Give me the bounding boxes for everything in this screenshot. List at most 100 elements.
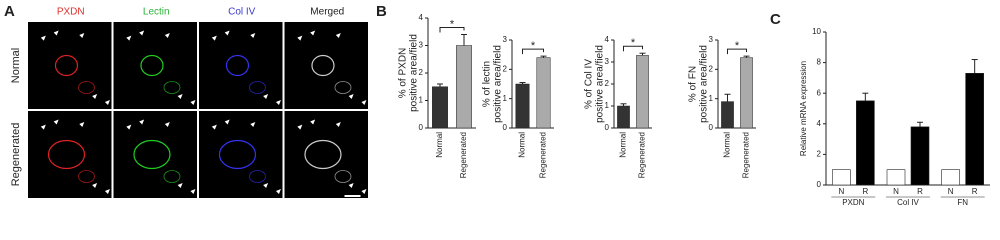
vessel <box>311 54 335 77</box>
series-label: N <box>893 187 899 196</box>
series-label: R <box>862 187 868 196</box>
column-header: Merged <box>310 7 344 18</box>
arrowhead <box>224 119 230 125</box>
vessel <box>54 54 79 77</box>
micrograph <box>28 22 112 109</box>
bar <box>910 126 930 186</box>
series-label: N <box>948 187 954 196</box>
y-axis-label: Relative mRNA expression <box>799 61 808 156</box>
vessel <box>133 139 171 170</box>
vessel <box>249 81 266 94</box>
y-tick-label: 3 <box>503 35 508 44</box>
arrowhead <box>224 30 230 36</box>
panel-label: B <box>376 3 387 20</box>
significance-marker: * <box>531 40 536 52</box>
arrowhead <box>263 93 269 99</box>
x-tick-label: Col IV <box>897 198 919 207</box>
vessel <box>163 170 181 183</box>
arrowhead <box>361 189 367 195</box>
arrowhead <box>164 33 170 39</box>
bar <box>721 101 734 129</box>
arrowhead <box>53 30 59 36</box>
bar <box>856 100 875 186</box>
arrowhead <box>92 182 98 188</box>
arrowhead <box>297 35 303 41</box>
x-tick-label: Normal <box>435 132 444 158</box>
vessel <box>334 170 352 183</box>
y-tick-label: 10 <box>812 27 821 36</box>
y-tick-label: 4 <box>605 35 610 44</box>
arrowhead <box>177 182 183 188</box>
x-tick-label: Normal <box>518 132 527 158</box>
x-tick-label: Normal <box>723 132 732 158</box>
arrowhead <box>79 122 85 128</box>
arrowhead <box>310 119 316 125</box>
y-tick-label: 3 <box>709 35 714 44</box>
vessel <box>304 139 342 170</box>
y-tick-label: 1 <box>605 101 610 110</box>
y-tick-label: 0 <box>419 123 424 132</box>
x-tick-label: FN <box>957 198 968 207</box>
arrowhead <box>139 119 145 125</box>
y-axis-label: positive area/field <box>595 45 606 123</box>
y-tick-label: 2 <box>503 64 508 73</box>
significance-marker: * <box>735 40 740 52</box>
bar <box>886 169 906 186</box>
arrowhead <box>211 124 217 130</box>
arrowhead <box>190 100 196 106</box>
x-tick-label: Regenerated <box>539 132 548 178</box>
bar <box>536 57 551 129</box>
column-header: Col IV <box>228 7 256 18</box>
significance-bracket <box>623 45 643 52</box>
bar <box>832 169 851 186</box>
arrowhead <box>310 30 316 36</box>
micrograph <box>199 22 283 109</box>
micrograph <box>284 111 368 198</box>
panel-label: A <box>4 3 15 20</box>
y-tick-label: 2 <box>605 79 610 88</box>
micrograph <box>199 111 283 198</box>
y-tick-label: 6 <box>817 88 822 97</box>
arrowhead <box>263 182 269 188</box>
row-label: Normal <box>10 48 22 83</box>
arrowhead <box>104 100 110 106</box>
significance-bracket <box>439 27 465 33</box>
arrowhead <box>211 35 217 41</box>
panel-label: C <box>770 11 781 28</box>
y-axis-label: % of Col IV <box>584 59 595 109</box>
micrograph <box>113 111 197 198</box>
vessel <box>140 54 164 77</box>
y-tick-label: 4 <box>419 13 424 22</box>
arrowhead <box>297 124 303 130</box>
arrowhead <box>335 33 341 39</box>
arrowhead <box>53 119 59 125</box>
vessel <box>249 170 266 183</box>
bar <box>941 169 960 186</box>
column-header: PXDN <box>57 7 85 18</box>
significance-marker: * <box>631 37 636 49</box>
y-tick-label: 3 <box>605 57 610 66</box>
arrowhead <box>361 100 367 106</box>
bar <box>740 57 753 129</box>
y-tick-label: 0 <box>503 123 508 132</box>
x-tick-label: PXDN <box>842 198 864 207</box>
arrowhead <box>79 33 85 39</box>
y-tick-label: 0 <box>817 180 822 189</box>
bar <box>515 83 530 129</box>
vessel <box>334 81 352 94</box>
y-tick-label: 2 <box>817 150 822 159</box>
vessel <box>218 139 257 170</box>
arrowhead <box>335 122 341 128</box>
bar <box>965 73 984 186</box>
bar <box>432 86 448 129</box>
y-tick-label: 8 <box>817 58 822 67</box>
x-tick-label: Regenerated <box>459 132 468 178</box>
arrowhead <box>164 122 170 128</box>
y-axis-label: % of lectin <box>482 61 493 107</box>
row-label: Regenerated <box>10 123 22 187</box>
micrograph <box>28 111 112 198</box>
bar <box>636 55 649 129</box>
arrowhead <box>177 93 183 99</box>
arrowhead <box>126 124 132 130</box>
micrograph <box>113 22 197 109</box>
